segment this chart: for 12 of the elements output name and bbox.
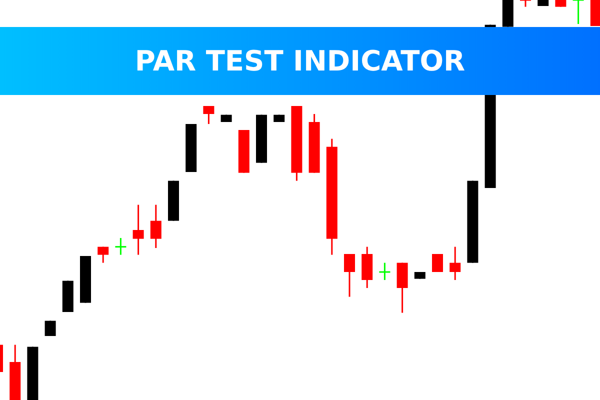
candlestick <box>132 204 144 256</box>
candlestick <box>115 237 126 256</box>
candlestick <box>572 0 584 25</box>
candlestick <box>520 0 531 8</box>
candlestick <box>432 254 443 272</box>
candlestick <box>98 246 109 264</box>
candlestick <box>379 262 390 281</box>
text: PAR TEST INDICATOR <box>134 44 466 78</box>
candlestick <box>203 105 214 125</box>
candlestick <box>344 253 355 298</box>
candlestick <box>150 204 162 249</box>
candlestick <box>450 246 461 281</box>
